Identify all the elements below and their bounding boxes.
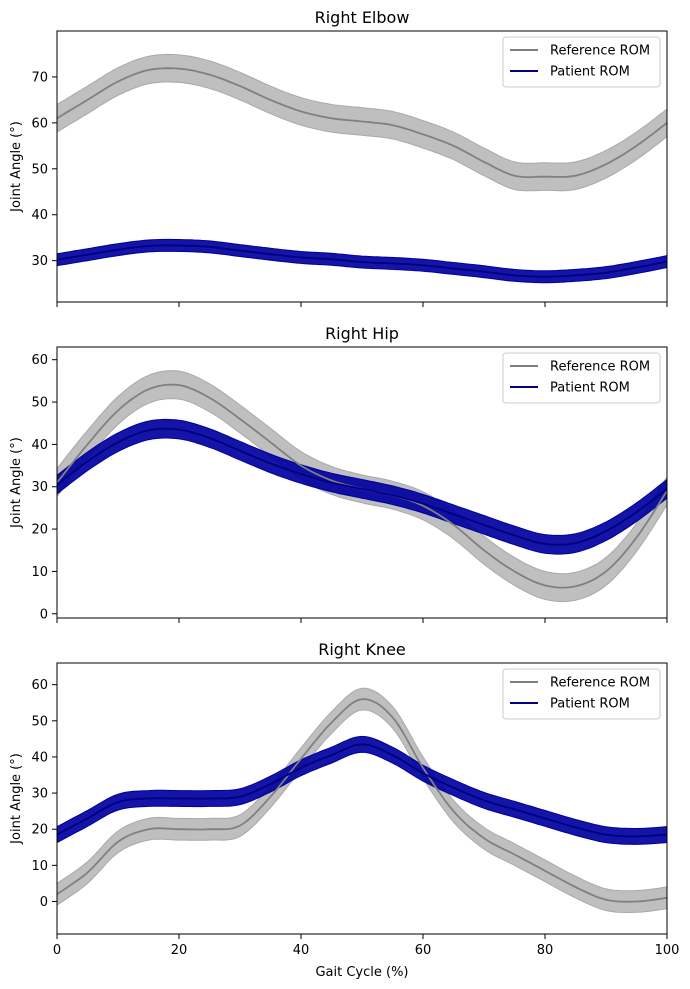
y-tick-label: 60: [31, 116, 48, 131]
y-tick-label: 30: [31, 254, 48, 269]
x-tick-label: 20: [171, 943, 188, 958]
x-tick-label: 60: [415, 943, 432, 958]
legend: Reference ROM Patient ROM: [502, 668, 661, 720]
patient-rom-band: [56, 418, 668, 555]
x-tick-label: 40: [293, 943, 310, 958]
chart-title: Right Hip: [325, 324, 399, 343]
chart-panel-right-knee: Right Knee 0 20 40 60 80 100 0 10 20 30 40 50 60 Joint…: [9, 640, 679, 980]
x-axis-label: Gait Cycle (%): [315, 965, 408, 980]
legend-label-reference-rom: Reference ROM: [550, 360, 650, 375]
axes-frame: [56, 346, 668, 619]
y-axis-label: Joint Angle (°): [9, 753, 24, 845]
axes-frame: [56, 30, 668, 303]
y-tick-label: 40: [31, 208, 48, 223]
legend-label-reference-rom: Reference ROM: [550, 676, 650, 691]
y-tick-label: 20: [31, 523, 48, 538]
y-tick-label: 0: [40, 895, 48, 910]
legend-box: [502, 352, 661, 404]
y-tick-label: 70: [31, 70, 48, 85]
reference-rom-line: [56, 67, 668, 179]
legend-label-patient-rom: Patient ROM: [550, 65, 630, 80]
x-tick-label: 80: [537, 943, 554, 958]
y-tick-label: 40: [31, 438, 48, 453]
y-tick-label: 10: [31, 859, 48, 874]
y-axis-label: Joint Angle (°): [9, 437, 24, 529]
y-tick-label: 20: [31, 823, 48, 838]
y-tick-label: 30: [31, 480, 48, 495]
y-tick-label: 10: [31, 565, 48, 580]
patient-rom-line: [56, 244, 668, 278]
y-tick-label: 60: [31, 678, 48, 693]
y-tick-label: 50: [31, 714, 48, 729]
y-tick-label: 40: [31, 750, 48, 765]
legend-box: [502, 668, 661, 720]
x-tick-label: 100: [655, 943, 680, 958]
reference-rom-line: [56, 698, 668, 903]
patient-rom-line: [56, 743, 668, 838]
y-tick-label: 0: [40, 607, 48, 622]
chart-panel-right-elbow: Right Elbow 30 40 50 60 70 Joint Angle (°) Refe…: [9, 8, 668, 307]
legend-label-reference-rom: Reference ROM: [550, 44, 650, 59]
legend: Reference ROM Patient ROM: [502, 352, 661, 404]
y-tick-label: 60: [31, 353, 48, 368]
chart-panel-right-hip: Right Hip 0 10 20 30 40 50 60 Joint Angle (°) Ref…: [9, 324, 668, 623]
y-tick-label: 30: [31, 787, 48, 802]
chart-title: Right Elbow: [315, 8, 410, 27]
legend-label-patient-rom: Patient ROM: [550, 381, 630, 396]
axes-frame: [56, 662, 668, 935]
legend: Reference ROM Patient ROM: [502, 36, 661, 88]
y-tick-label: 50: [31, 396, 48, 411]
y-axis-label: Joint Angle (°): [9, 121, 24, 213]
y-tick-label: 50: [31, 162, 48, 177]
legend-label-patient-rom: Patient ROM: [550, 697, 630, 712]
chart-title: Right Knee: [318, 640, 406, 659]
legend-box: [502, 36, 661, 88]
patient-rom-line: [56, 427, 668, 546]
x-tick-label: 0: [53, 943, 61, 958]
